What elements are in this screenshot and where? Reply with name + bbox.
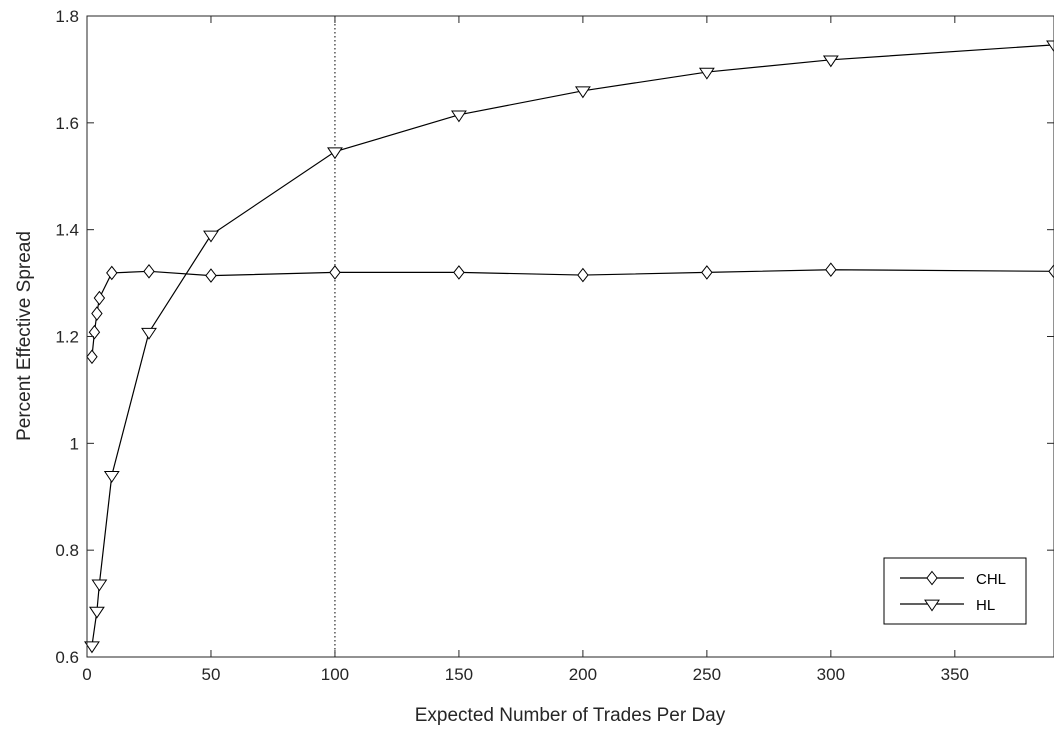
data-point-chl [143, 264, 155, 279]
data-point-chl [577, 267, 589, 283]
data-point-hl [141, 327, 157, 340]
series-layer [84, 40, 1054, 654]
legend-box [883, 557, 1027, 625]
legend-label-chl: CHL [976, 571, 1006, 588]
ticks-layer: 0 50 100 150 200 250 300 350 0.6 0.8 1 1.2 1.4 1.6 1.8 [55, 7, 1054, 684]
x-axis-label: Expected Number of Trades Per Day [415, 705, 726, 726]
x-tick-label: 300 [817, 665, 845, 684]
y-tick-label: 1.4 [55, 221, 79, 240]
x-tick-label: 50 [202, 665, 221, 684]
data-point-hl [91, 579, 108, 592]
legend-entries [900, 570, 964, 612]
data-point-hl [103, 471, 120, 483]
data-point-chl [329, 265, 341, 280]
legend: CHL HL [883, 557, 1027, 625]
x-tick-label: 200 [569, 665, 597, 684]
legend-marker-chl [926, 570, 938, 586]
data-point-chl [91, 306, 103, 321]
data-point-chl [106, 265, 118, 281]
data-point-hl [698, 67, 715, 80]
data-point-hl [84, 641, 100, 654]
data-point-chl [453, 265, 465, 280]
y-tick-label: 1.8 [55, 7, 79, 26]
legend-marker-hl [924, 599, 940, 612]
data-point-chl [88, 324, 101, 340]
data-point-chl [205, 268, 217, 283]
data-point-chl [86, 349, 98, 365]
x-tick-label: 100 [321, 665, 349, 684]
data-point-hl [574, 86, 591, 99]
data-point-hl [88, 606, 105, 619]
data-point-hl [822, 55, 839, 68]
data-point-chl [93, 290, 106, 306]
data-point-chl [701, 265, 713, 280]
y-tick-label: 1.2 [55, 328, 79, 347]
y-tick-label: 1 [70, 434, 79, 453]
data-point-hl [203, 230, 219, 243]
data-point-hl [450, 110, 467, 123]
x-tick-label: 350 [941, 665, 969, 684]
y-tick-label: 1.6 [55, 114, 79, 133]
data-point-hl [1046, 40, 1054, 53]
data-point-chl [1048, 264, 1054, 279]
series-hl [84, 40, 1054, 654]
data-point-chl [825, 262, 837, 278]
x-tick-label: 250 [693, 665, 721, 684]
legend-label-hl: HL [976, 597, 995, 614]
x-tick-label: 0 [82, 665, 91, 684]
data-point-hl [327, 147, 343, 160]
y-tick-label: 0.8 [55, 541, 79, 560]
series-chl [86, 262, 1054, 365]
x-tick-label: 150 [445, 665, 473, 684]
plot-area [87, 16, 1054, 657]
y-tick-label: 0.6 [55, 648, 79, 667]
y-axis-label: Percent Effective Spread [14, 231, 35, 441]
